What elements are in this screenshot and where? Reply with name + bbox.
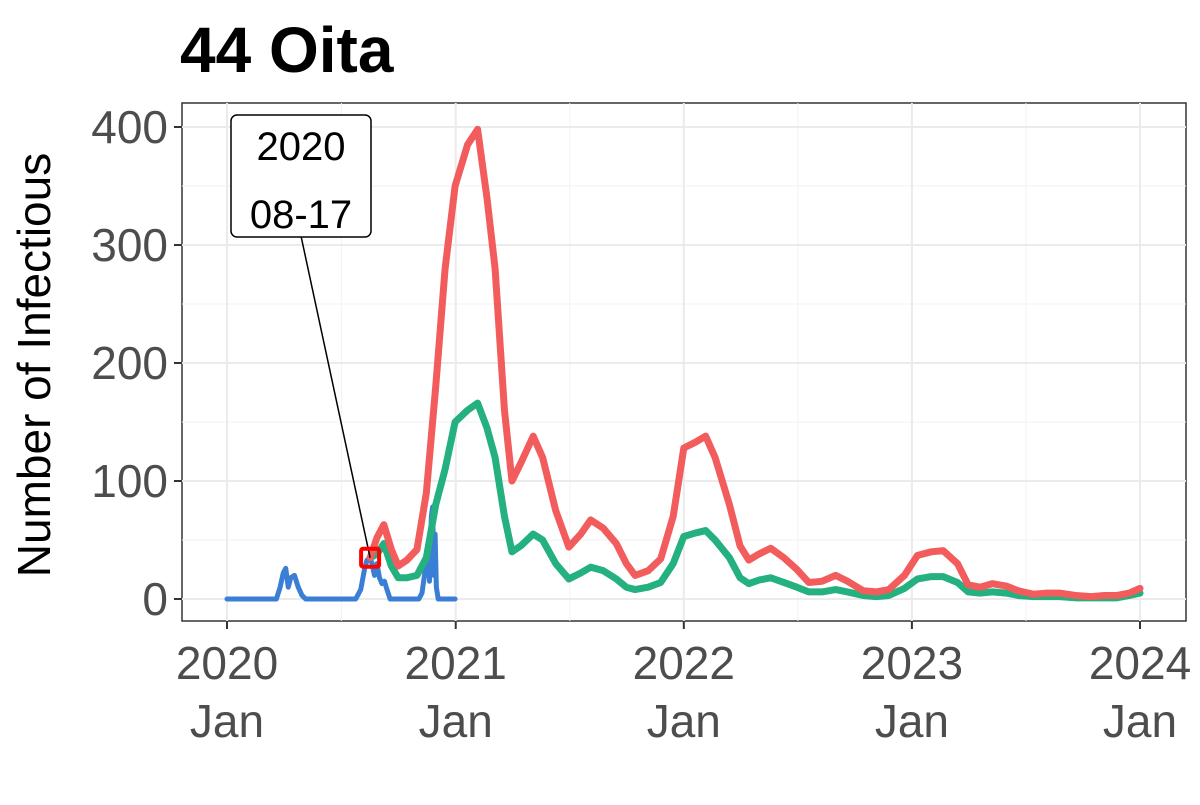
x-tick-month-label: Jan xyxy=(875,695,949,747)
y-axis-title: Number of Infectious xyxy=(8,153,60,577)
x-tick-month-label: Jan xyxy=(419,695,493,747)
x-tick-year-label: 2023 xyxy=(861,637,963,689)
y-tick-labels: 0 100 200 300 400 xyxy=(91,101,168,625)
y-tick-label: 300 xyxy=(91,219,168,271)
annotation-date-text: 08-17 xyxy=(250,193,352,237)
annotation-leader-line xyxy=(300,235,371,558)
x-tick-year-label: 2022 xyxy=(633,637,735,689)
green-series-line xyxy=(366,399,1144,602)
x-tick-month-label: Jan xyxy=(647,695,721,747)
y-tick-label: 200 xyxy=(91,337,168,389)
annotation-label-box xyxy=(230,114,372,238)
x-tick-month-label: Jan xyxy=(190,695,264,747)
x-tick-year-label: 2020 xyxy=(176,637,278,689)
red-series-line xyxy=(366,125,1144,601)
x-tick-year-label: 2021 xyxy=(405,637,507,689)
annotation-year-text: 2020 xyxy=(257,125,346,169)
x-tick-labels: 2020 Jan 2021 Jan 2022 Jan 2023 Jan 2024 Jan xyxy=(176,637,1191,747)
x-tick-year-label: 2024 xyxy=(1089,637,1191,689)
chart-title: 44 Oita xyxy=(180,14,394,86)
annotation-layer: 2020 08-17 xyxy=(230,114,382,569)
y-tick-label: 100 xyxy=(91,455,168,507)
y-tick-label: 400 xyxy=(91,101,168,153)
series-layer xyxy=(224,125,1144,602)
axis-ticks xyxy=(174,126,1141,629)
x-tick-month-label: Jan xyxy=(1103,695,1177,747)
y-tick-label: 0 xyxy=(142,573,168,625)
annotation-marker xyxy=(359,546,382,569)
